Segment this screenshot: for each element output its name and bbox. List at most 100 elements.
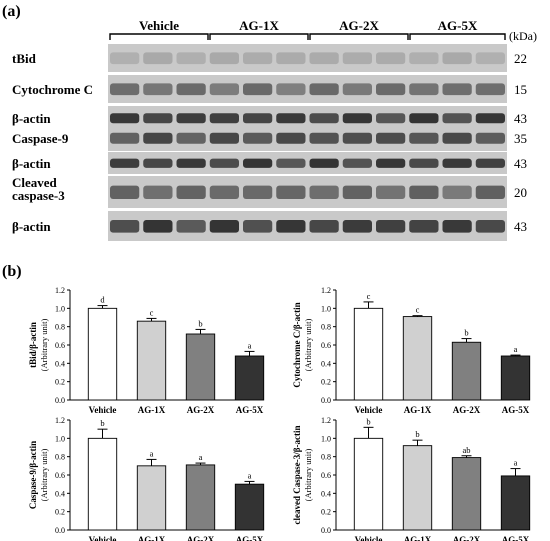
blot-band — [143, 220, 173, 233]
bar — [87, 307, 118, 401]
y-tick-label: 0.0 — [321, 526, 331, 535]
y-tick-label: 1.2 — [55, 286, 65, 295]
y-tick-label: 0.4 — [321, 489, 331, 498]
blot-band — [110, 185, 140, 200]
blot-band — [209, 52, 239, 65]
bar — [353, 307, 384, 401]
blot-kda: 43 — [514, 111, 527, 126]
y-tick-label: 1.2 — [321, 286, 331, 295]
blot-label: β-actin — [12, 156, 51, 171]
y-tick-label: 0.0 — [55, 396, 65, 405]
x-tick-label: AG-5X — [502, 535, 530, 541]
blot-band — [376, 132, 406, 144]
blot-band — [342, 83, 372, 96]
blot-band — [209, 113, 239, 124]
blot-band — [475, 132, 505, 144]
blot-band — [442, 113, 472, 124]
blot-band — [143, 158, 173, 168]
blot-strip — [108, 176, 507, 208]
blot-band — [276, 113, 306, 124]
blot-band — [309, 158, 339, 168]
blot-band — [342, 132, 372, 144]
blot-band — [409, 220, 439, 233]
blot-strip — [108, 211, 507, 241]
blot-band — [475, 83, 505, 96]
blot-band — [475, 220, 505, 233]
y-axis-label: cleaved Caspase-3/β-actin — [292, 426, 302, 525]
y-tick-label: 0.8 — [55, 453, 65, 462]
x-tick-label: AG-5X — [502, 405, 530, 415]
significance-letter: c — [150, 307, 154, 317]
bar — [185, 333, 216, 401]
blot-band — [110, 52, 140, 65]
y-axis-unit: (Arbitrary unit) — [39, 319, 49, 372]
blot-band — [276, 83, 306, 96]
blot-band — [276, 132, 306, 144]
blot-band — [309, 113, 339, 124]
significance-letter: ab — [462, 445, 470, 455]
y-tick-label: 0.4 — [321, 359, 331, 368]
y-tick-label: 0.8 — [321, 453, 331, 462]
blot-label: β-actin — [12, 111, 51, 126]
bar-chart: 0.0 0.2 0.4 0.6 0.8 1.0 1.2 Cytochrome C/β-acti… — [292, 286, 531, 415]
blot-kda: 15 — [514, 82, 527, 97]
blot-strip — [108, 75, 507, 103]
blot-background — [108, 176, 507, 208]
blot-band — [176, 158, 206, 168]
x-tick-label: AG-2X — [453, 405, 481, 415]
blot-band — [176, 83, 206, 96]
significance-letter: b — [464, 328, 468, 338]
blot-band — [309, 185, 339, 200]
group-header: AG-5X — [438, 18, 478, 33]
x-tick-label: AG-2X — [453, 535, 481, 541]
blot-band — [309, 132, 339, 144]
blot-band — [409, 113, 439, 124]
y-tick-label: 0.6 — [55, 471, 65, 480]
blot-band — [376, 185, 406, 200]
blot-background — [108, 44, 507, 72]
bar — [136, 465, 167, 531]
x-tick-label: AG-2X — [187, 405, 215, 415]
blot-band — [143, 185, 173, 200]
panel-a-label: (a) — [2, 3, 21, 20]
blot-band — [309, 52, 339, 65]
group-bracket — [309, 33, 409, 40]
bar — [500, 355, 531, 401]
blot-label: β-actin — [12, 219, 51, 234]
blot-band — [276, 220, 306, 233]
blot-band — [442, 52, 472, 65]
blot-strip — [108, 152, 507, 174]
blot-band — [475, 113, 505, 124]
significance-letter: b — [100, 418, 104, 428]
blot-kda: 35 — [514, 131, 527, 146]
blot-band — [309, 220, 339, 233]
significance-letter: b — [366, 416, 370, 426]
blot-band — [243, 220, 273, 233]
group-bracket — [109, 33, 209, 40]
blot-kda: 43 — [514, 219, 527, 234]
blot-band — [110, 220, 140, 233]
blot-band — [276, 52, 306, 65]
blot-background — [108, 211, 507, 241]
y-axis-unit: (Arbitrary unit) — [39, 449, 49, 502]
blot-band — [409, 83, 439, 96]
significance-letter: a — [150, 448, 154, 458]
bar-chart: 0.0 0.2 0.4 0.6 0.8 1.0 1.2 Caspase-9/β-actin (A… — [28, 416, 265, 541]
bar-chart: 0.0 0.2 0.4 0.6 0.8 1.0 1.2 tBid/β-actin (Arbitr… — [28, 286, 265, 415]
y-tick-label: 0.2 — [321, 378, 331, 387]
x-tick-label: Vehicle — [355, 405, 383, 415]
blot-band — [110, 132, 140, 144]
blot-label: caspase-3 — [12, 188, 65, 203]
blot-band — [209, 220, 239, 233]
blot-band — [176, 52, 206, 65]
x-tick-label: Vehicle — [355, 535, 383, 541]
blot-band — [442, 185, 472, 200]
bar — [402, 316, 433, 401]
x-tick-label: AG-5X — [236, 535, 264, 541]
blot-band — [209, 83, 239, 96]
blot-band — [276, 158, 306, 168]
bar — [87, 437, 118, 531]
blot-band — [209, 132, 239, 144]
blot-background — [108, 125, 507, 151]
blot-band — [376, 158, 406, 168]
